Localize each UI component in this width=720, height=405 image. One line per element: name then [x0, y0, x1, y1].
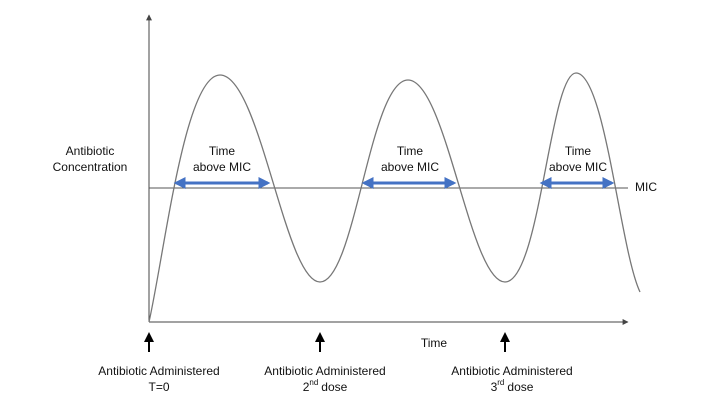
- interval-label: above MIC: [549, 160, 607, 174]
- concentration-curve: [148, 72, 641, 323]
- dose-suffix: nd: [309, 378, 318, 387]
- dose-label: Antibiotic Administered: [264, 364, 385, 378]
- y-axis-label: Concentration: [53, 160, 128, 174]
- y-axis-label: Antibiotic: [66, 144, 115, 158]
- interval-label: above MIC: [193, 160, 251, 174]
- threshold-label: MIC: [635, 180, 657, 194]
- dose-ordinal: 2: [303, 380, 310, 394]
- dose-ordinal: 3: [491, 380, 498, 394]
- dose-detail: 3rd dose: [491, 378, 534, 394]
- dose-label: Antibiotic Administered: [98, 364, 219, 378]
- interval-label: above MIC: [381, 160, 439, 174]
- interval-label: Time: [565, 144, 592, 158]
- dose-word: dose: [507, 380, 533, 394]
- interval-label: Time: [209, 144, 236, 158]
- dose-detail: 2nd dose: [303, 378, 348, 394]
- interval-label: Time: [397, 144, 424, 158]
- dose-word: dose: [321, 380, 347, 394]
- dose-detail: T=0: [148, 380, 169, 394]
- dose-label: Antibiotic Administered: [451, 364, 572, 378]
- dose-suffix: rd: [497, 378, 504, 387]
- x-axis-label: Time: [421, 336, 448, 350]
